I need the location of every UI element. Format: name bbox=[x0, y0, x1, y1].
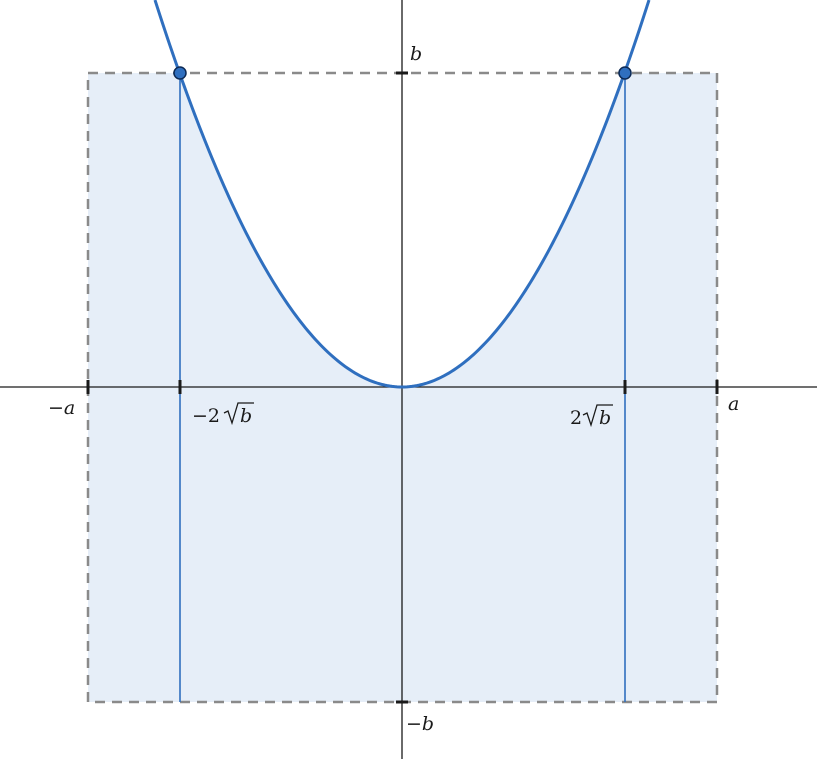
label-a: a bbox=[728, 393, 739, 415]
label-b: b bbox=[410, 43, 422, 65]
svg-text:−2: −2 bbox=[192, 405, 220, 427]
intersection-point-right bbox=[618, 66, 632, 80]
intersection-point-left bbox=[173, 66, 187, 80]
label-two-sqrt-b: 2 b bbox=[570, 404, 613, 429]
label-neg-a: −a bbox=[48, 397, 75, 419]
svg-text:b: b bbox=[240, 405, 252, 427]
svg-text:b: b bbox=[599, 407, 611, 429]
label-neg-two-sqrt-b: −2 b bbox=[192, 402, 254, 427]
label-neg-b: −b bbox=[406, 713, 434, 735]
sqrt-sign-right bbox=[582, 404, 613, 428]
svg-text:2: 2 bbox=[570, 407, 582, 429]
tick-marks bbox=[86, 71, 719, 704]
sqrt-sign-left bbox=[223, 402, 254, 426]
parabola-curve bbox=[153, 0, 651, 389]
